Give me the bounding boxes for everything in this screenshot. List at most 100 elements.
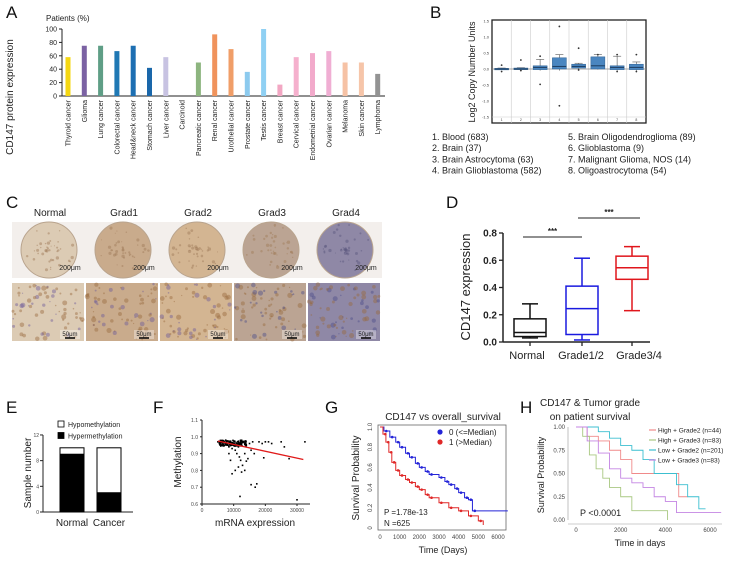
stain-speck (42, 335, 48, 341)
stain-speck (260, 311, 263, 314)
sample-size: N =625 (384, 519, 411, 528)
data-point (251, 441, 254, 443)
bar (130, 45, 136, 96)
stain-speck (201, 250, 204, 252)
y-tick-label: 0.0 (483, 338, 497, 349)
stain-speck (278, 310, 284, 315)
y-axis-label: Methylation (173, 436, 184, 487)
bar (65, 57, 71, 96)
stain-speck (116, 230, 118, 232)
data-point (267, 441, 270, 443)
category-label: Colorectal cancer (114, 99, 121, 154)
legend-swatch (57, 432, 65, 439)
censor-mark (455, 487, 459, 490)
category-label: 4 (558, 118, 560, 122)
stain-speck (45, 286, 49, 289)
stain-speck (203, 328, 207, 333)
stain-speck (337, 223, 340, 227)
censor-mark (384, 429, 388, 433)
censor-mark (469, 498, 473, 502)
x-tick-label: 30000 (290, 508, 304, 514)
stain-speck (332, 296, 338, 302)
data-point (243, 452, 246, 455)
p-value: P =1.78e-13 (384, 508, 428, 517)
stain-speck (309, 302, 313, 307)
data-point (242, 440, 244, 443)
stain-speck (196, 255, 199, 258)
stain-speck (107, 245, 112, 249)
panel-label-g: G (325, 398, 338, 417)
stain-speck (172, 330, 176, 334)
bar (293, 57, 299, 96)
legend-item: 5. Brain Oligodendroglioma (89) (568, 132, 696, 142)
stain-speck (360, 249, 363, 252)
censor-mark (465, 496, 469, 500)
stain-speck (31, 302, 34, 305)
stain-speck (251, 250, 254, 254)
x-tick-label: 2000 (614, 528, 628, 534)
panel-label-f: F (153, 398, 163, 417)
stain-speck (251, 282, 256, 288)
stain-speck (331, 300, 335, 304)
stain-speck (212, 324, 217, 329)
stain-speck (121, 318, 123, 321)
stain-speck (150, 292, 153, 295)
stain-speck (112, 330, 117, 336)
stain-speck (81, 319, 84, 322)
panel-label-e: E (6, 398, 17, 417)
legend-label: High + Grade3 (n=83) (658, 438, 721, 445)
stain-speck (42, 303, 46, 307)
stain-speck (191, 264, 195, 267)
outlier (616, 70, 619, 73)
stain-speck (45, 295, 50, 299)
stain-speck (12, 317, 15, 320)
panel-label-a: A (6, 3, 18, 22)
stain-speck (134, 313, 139, 318)
stain-speck (40, 246, 42, 249)
stain-speck (53, 245, 55, 247)
stain-speck (359, 232, 362, 235)
stain-speck (251, 296, 257, 301)
y-tick-label: 1.00 (553, 425, 565, 431)
stain-speck (87, 293, 90, 296)
column-header: Grad2 (184, 208, 212, 219)
stain-speck (62, 318, 65, 321)
stain-speck (177, 335, 179, 338)
stain-speck (128, 251, 131, 254)
stain-speck (226, 294, 231, 300)
stain-speck (141, 338, 143, 341)
stain-speck (347, 246, 351, 250)
y-tick-label: 0.8 (483, 229, 497, 240)
legend-item: 4. Brain Glioblastoma (582) (432, 166, 542, 176)
y-tick-label: 0.50 (553, 472, 565, 478)
stain-speck (13, 312, 17, 316)
stain-speck (178, 244, 182, 247)
survival-curve (576, 426, 688, 498)
stain-speck (113, 253, 116, 257)
stain-speck (177, 327, 182, 332)
data-point (228, 446, 230, 448)
stain-speck (250, 334, 252, 336)
outlier (577, 69, 580, 71)
data-point (219, 443, 221, 446)
data-point (283, 446, 286, 448)
data-point (218, 442, 221, 445)
stain-speck (147, 320, 149, 322)
stain-speck (357, 261, 361, 265)
stain-speck (223, 328, 226, 330)
stain-speck (342, 316, 344, 318)
stain-speck (94, 289, 97, 292)
category-label: Grade1/2 (558, 350, 604, 362)
stain-speck (17, 291, 21, 295)
stain-speck (353, 296, 357, 300)
outlier (539, 83, 542, 86)
stain-speck (32, 295, 37, 300)
stain-speck (238, 284, 244, 290)
stain-speck (70, 255, 74, 260)
stain-speck (110, 319, 114, 323)
bar (358, 62, 364, 96)
y-tick-label: 0.0 (483, 67, 489, 72)
stain-speck (360, 301, 364, 306)
data-point (224, 443, 227, 445)
stain-speck (97, 297, 101, 302)
